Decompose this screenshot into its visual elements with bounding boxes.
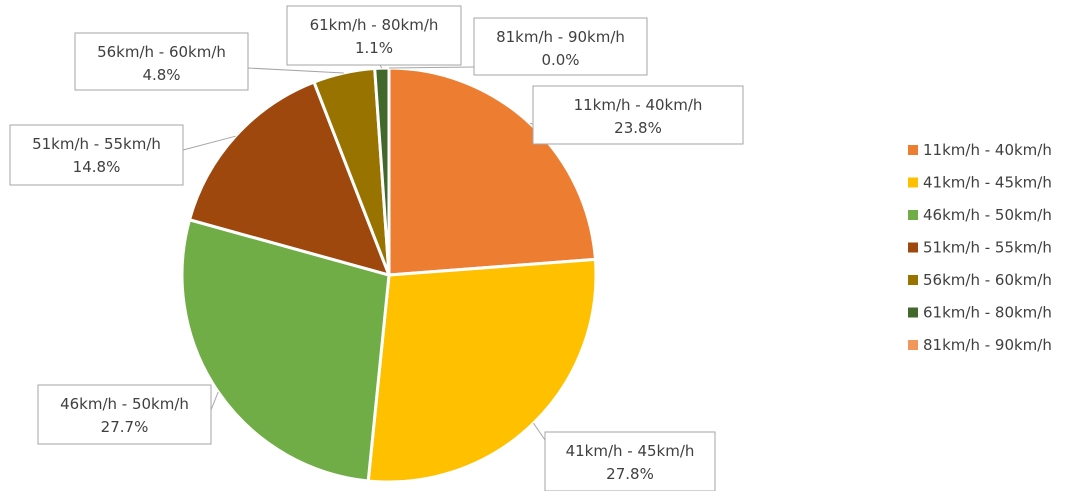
data-label-11km-h-40km-h-category: 11km/h - 40km/h bbox=[574, 96, 703, 114]
data-label-61km-h-80km-h-value: 1.1% bbox=[355, 39, 393, 57]
legend-item-41km-h-45km-h-label: 41km/h - 45km/h bbox=[923, 174, 1052, 192]
data-label-41km-h-45km-h-category: 41km/h - 45km/h bbox=[566, 442, 695, 460]
legend-item-81km-h-90km-h-swatch bbox=[908, 340, 918, 350]
data-label-11km-h-40km-h-value: 23.8% bbox=[614, 119, 662, 137]
data-label-41km-h-45km-h-box bbox=[544, 431, 716, 491]
data-label-51km-h-55km-h-box bbox=[9, 124, 184, 186]
data-label-11km-h-40km-h-leader-line bbox=[529, 122, 534, 125]
pie-slice-11km-h-40km-h bbox=[387, 66, 597, 277]
data-label-46km-h-50km-h-leader-line bbox=[210, 391, 219, 411]
data-label-46km-h-50km-h-box bbox=[37, 384, 212, 445]
data-label-callouts: 11km/h - 40km/h 23.8% 41km/h - 45km/h 27.8%… bbox=[9, 5, 744, 491]
legend-item-61km-h-80km-h-swatch bbox=[908, 307, 918, 318]
data-label-61km-h-80km-h-box bbox=[286, 5, 462, 66]
legend-item-46km-h-50km-h-label: 46km/h - 50km/h bbox=[923, 206, 1052, 224]
data-label-61km-h-80km-h-leader-line bbox=[379, 64, 383, 69]
data-label-51km-h-55km-h-leader-line bbox=[182, 135, 236, 151]
data-label-61km-h-80km-h-category: 61km/h - 80km/h bbox=[310, 16, 439, 34]
legend-item-51km-h-55km-h-swatch bbox=[908, 242, 918, 253]
data-label-81km-h-90km-h-leader-line bbox=[388, 66, 475, 69]
chart-legend: 11km/h - 40km/h 41km/h - 45km/h 46km/h - 5… bbox=[908, 141, 1052, 354]
data-label-41km-h-45km-h-value: 27.8% bbox=[606, 465, 654, 483]
legend-item-11km-h-40km-h-label: 11km/h - 40km/h bbox=[923, 141, 1052, 159]
data-label-46km-h-50km-h-value: 27.7% bbox=[101, 418, 149, 436]
data-label-11km-h-40km-h-box bbox=[532, 85, 744, 145]
pie-slices bbox=[180, 66, 598, 484]
legend-item-46km-h-50km-h-swatch bbox=[908, 210, 918, 220]
data-label-46km-h-50km-h-category: 46km/h - 50km/h bbox=[60, 395, 189, 413]
data-label-51km-h-55km-h-category: 51km/h - 55km/h bbox=[32, 135, 161, 153]
data-label-41km-h-45km-h-leader-line bbox=[533, 422, 546, 441]
legend-item-11km-h-40km-h-swatch bbox=[908, 145, 918, 155]
data-label-81km-h-90km-h-box bbox=[473, 17, 648, 76]
data-label-81km-h-90km-h-value: 0.0% bbox=[541, 51, 579, 69]
data-label-56km-h-60km-h-box bbox=[74, 32, 249, 91]
data-label-81km-h-90km-h-category: 81km/h - 90km/h bbox=[496, 28, 625, 46]
legend-item-41km-h-45km-h-swatch bbox=[908, 177, 918, 188]
legend-item-61km-h-80km-h-label: 61km/h - 80km/h bbox=[923, 304, 1052, 322]
legend-item-81km-h-90km-h-label: 81km/h - 90km/h bbox=[923, 336, 1052, 354]
legend-item-51km-h-55km-h-label: 51km/h - 55km/h bbox=[923, 239, 1052, 257]
pie-slice-41km-h-45km-h bbox=[366, 257, 598, 484]
pie-slice-46km-h-50km-h bbox=[180, 218, 391, 483]
data-label-51km-h-55km-h-value: 14.8% bbox=[73, 158, 121, 176]
data-label-56km-h-60km-h-value: 4.8% bbox=[142, 66, 180, 84]
pie-slice-51km-h-55km-h bbox=[188, 80, 391, 277]
data-label-56km-h-60km-h-category: 56km/h - 60km/h bbox=[97, 43, 226, 61]
legend-item-56km-h-60km-h-swatch bbox=[908, 275, 918, 285]
data-label-56km-h-60km-h-leader-line bbox=[247, 67, 344, 74]
legend-item-56km-h-60km-h-label: 56km/h - 60km/h bbox=[923, 271, 1052, 289]
